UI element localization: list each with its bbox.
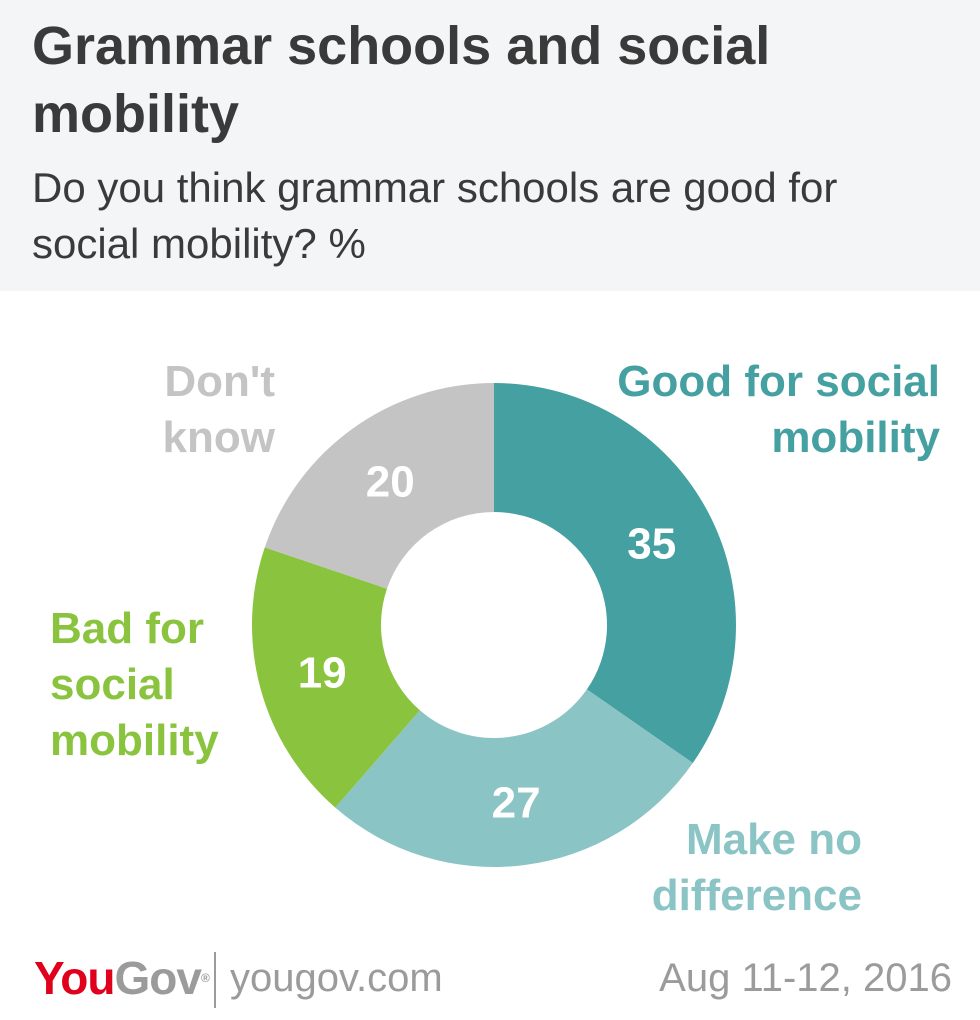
logo-gov: Gov [114,952,201,1004]
slice-value-label-2: 19 [298,649,347,698]
slice-value-label-0: 35 [627,519,676,568]
chart-subtitle: Do you think grammar schools are good fo… [32,164,838,267]
donut-slice-1 [335,689,693,867]
donut-slice-3 [264,383,494,589]
yougov-logo: YouGov® [34,950,210,1006]
logo-registered-mark: ® [200,971,210,985]
slice-category-label-3: Don't know [163,357,276,462]
logo-you: You [34,952,115,1004]
donut-slice-2 [252,547,420,808]
footer-url[interactable]: yougov.com [230,956,443,1000]
slice-value-label-3: 20 [366,457,415,506]
slice-category-label-2: Bad for social mobility [50,604,219,765]
header-panel: Grammar schools and social mobility Do y… [0,0,980,291]
slice-category-label-1: Make no difference [652,815,862,920]
donut-slice-0 [494,383,736,763]
footer-date: Aug 11-12, 2016 [659,956,952,1000]
slice-value-label-1: 27 [492,779,541,828]
slice-category-label-0: Good for social mobility [617,357,940,462]
footer-divider [214,952,216,1008]
chart-title: Grammar schools and social mobility [32,16,771,144]
